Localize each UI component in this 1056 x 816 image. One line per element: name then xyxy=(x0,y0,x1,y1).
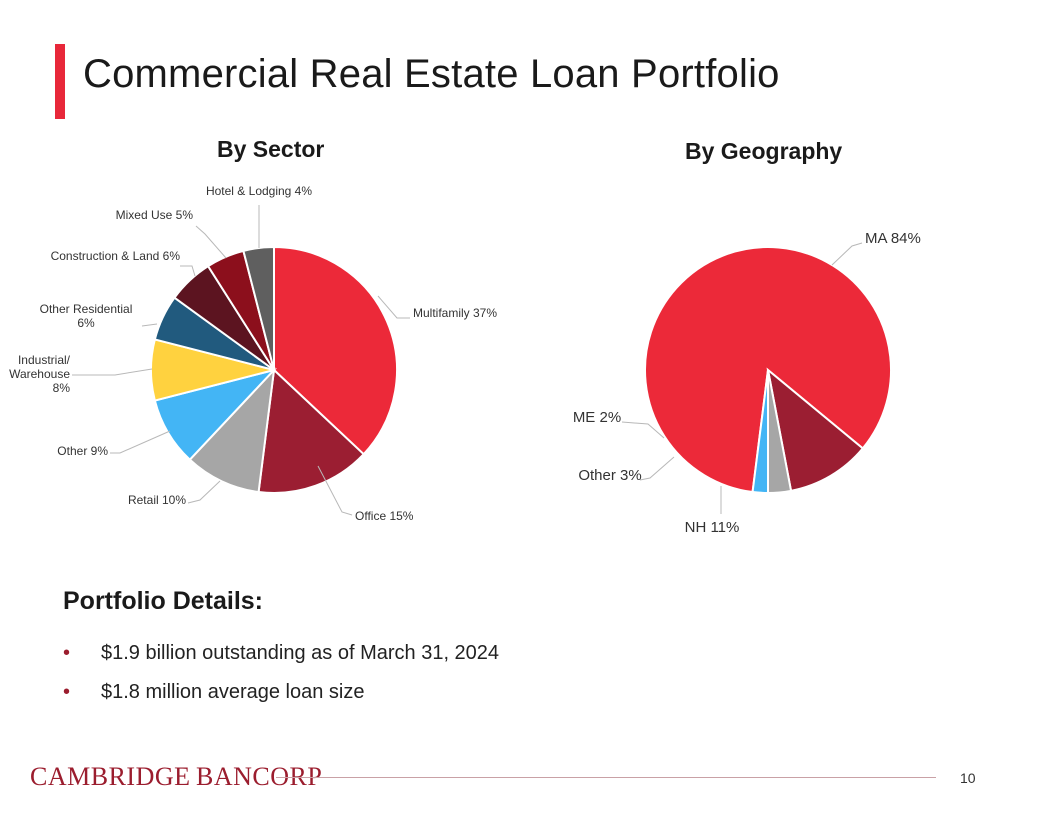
leader-line-multifamily xyxy=(377,295,410,319)
data-label-office: Office 15% xyxy=(355,509,414,523)
pie-slice-nh xyxy=(766,367,865,492)
leader-line-other-residential xyxy=(141,323,158,327)
pie-slice-me xyxy=(751,369,769,495)
portfolio-details-heading: Portfolio Details: xyxy=(63,587,264,615)
bullet-icon: • xyxy=(63,681,71,703)
by-geography-pie: MA 84% NH 11% Other 3% ME 2% xyxy=(573,230,921,536)
data-label-me: ME 2% xyxy=(573,409,621,426)
data-label-construction-land: Construction & Land 6% xyxy=(51,249,181,263)
data-label-retail: Retail 10% xyxy=(128,493,186,507)
pie-slice-multifamily xyxy=(273,245,398,456)
bullet-icon: • xyxy=(63,642,71,664)
portfolio-details-list: • $1.9 billion outstanding as of March 3… xyxy=(63,634,499,712)
leader-line-office xyxy=(317,465,353,516)
leader-line-other xyxy=(110,430,171,454)
leader-line-ma xyxy=(831,242,863,266)
data-label-other-residential: Other Residential 6% xyxy=(40,302,133,330)
company-logo: CAMBRIDGE BANCORP xyxy=(30,762,323,791)
pie-slice-retail xyxy=(188,367,276,494)
by-sector-pie: Multifamily 37% Office 15% Retail 10% Other… xyxy=(9,184,497,523)
footer-divider xyxy=(276,777,936,778)
leader-line-industrial-warehouse xyxy=(72,368,153,376)
data-label-hotel-lodging: Hotel & Lodging 4% xyxy=(206,184,312,198)
slide-title: Commercial Real Estate Loan Portfolio xyxy=(83,52,780,96)
leader-line-construction-land xyxy=(180,265,196,277)
leader-line-me xyxy=(621,421,665,439)
sector-chart-title: By Sector xyxy=(217,136,325,162)
leader-line-mixed-use xyxy=(195,225,227,259)
list-item: • $1.8 million average loan size xyxy=(63,673,499,712)
list-item: • $1.9 billion outstanding as of March 3… xyxy=(63,634,499,673)
data-label-nh: NH 11% xyxy=(685,519,740,536)
list-item-text: $1.9 billion outstanding as of March 31,… xyxy=(101,642,500,664)
data-label-ma: MA 84% xyxy=(865,230,921,247)
leader-line-retail xyxy=(187,480,221,504)
data-label-other: Other 9% xyxy=(57,444,108,458)
list-item-text: $1.8 million average loan size xyxy=(101,681,365,703)
data-label-other: Other 3% xyxy=(578,467,641,484)
page-number: 10 xyxy=(960,770,976,786)
geography-chart-title: By Geography xyxy=(685,138,843,164)
data-label-mixed-use: Mixed Use 5% xyxy=(116,208,194,222)
data-label-multifamily: Multifamily 37% xyxy=(413,306,497,320)
leader-line-other xyxy=(639,456,675,481)
data-label-industrial-warehouse: Industrial/Warehouse 8% xyxy=(9,353,71,395)
pie-slice-office xyxy=(257,367,366,494)
title-accent-bar xyxy=(55,44,65,119)
